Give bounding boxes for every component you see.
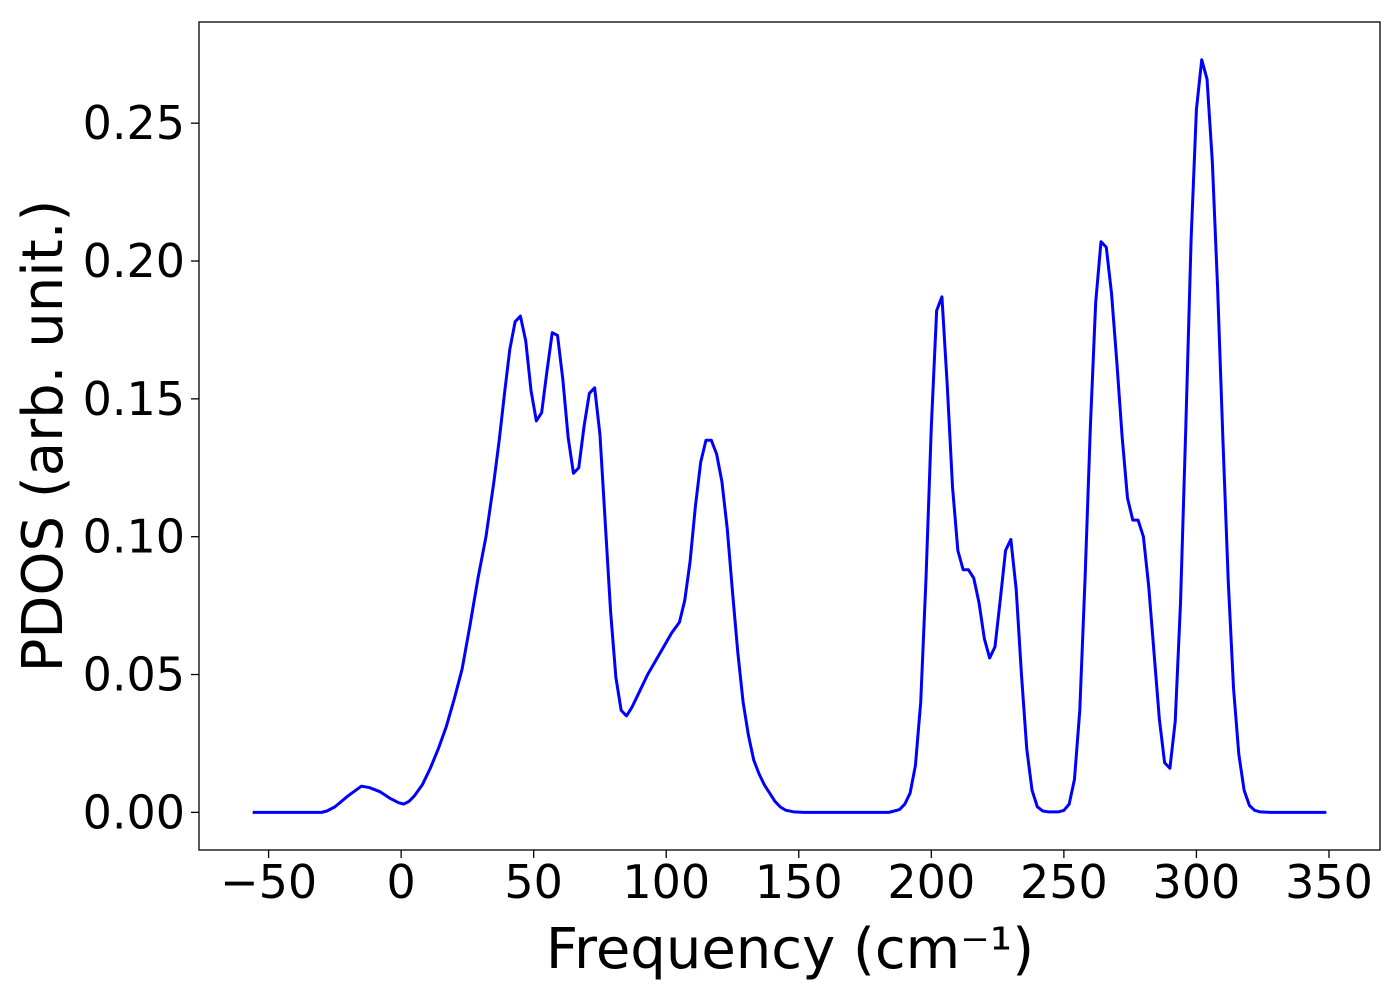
y-tick-label: 0.10 (83, 510, 185, 564)
x-tick-label: 50 (504, 855, 563, 909)
x-tick-label: −50 (220, 855, 317, 909)
x-tick-label: 150 (755, 855, 843, 909)
x-axis-label: Frequency (cm⁻¹) (546, 917, 1034, 982)
plot-frame (198, 21, 1381, 851)
x-tick-label: 250 (1020, 855, 1108, 909)
y-tick-label: 0.20 (83, 234, 185, 288)
x-tick-label: 350 (1285, 855, 1373, 909)
x-tick-label: 300 (1153, 855, 1241, 909)
y-axis-label: PDOS (arb. unit.) (11, 200, 76, 673)
y-tick-label: 0.05 (83, 648, 185, 702)
x-tick-label: 200 (887, 855, 975, 909)
x-tick-label: 0 (386, 855, 415, 909)
y-tick-label: 0.15 (83, 372, 185, 426)
data-line (252, 58, 1327, 814)
x-tick-label: 100 (622, 855, 710, 909)
y-tick-label: 0.25 (83, 96, 185, 150)
y-tick-label: 0.00 (83, 785, 185, 839)
